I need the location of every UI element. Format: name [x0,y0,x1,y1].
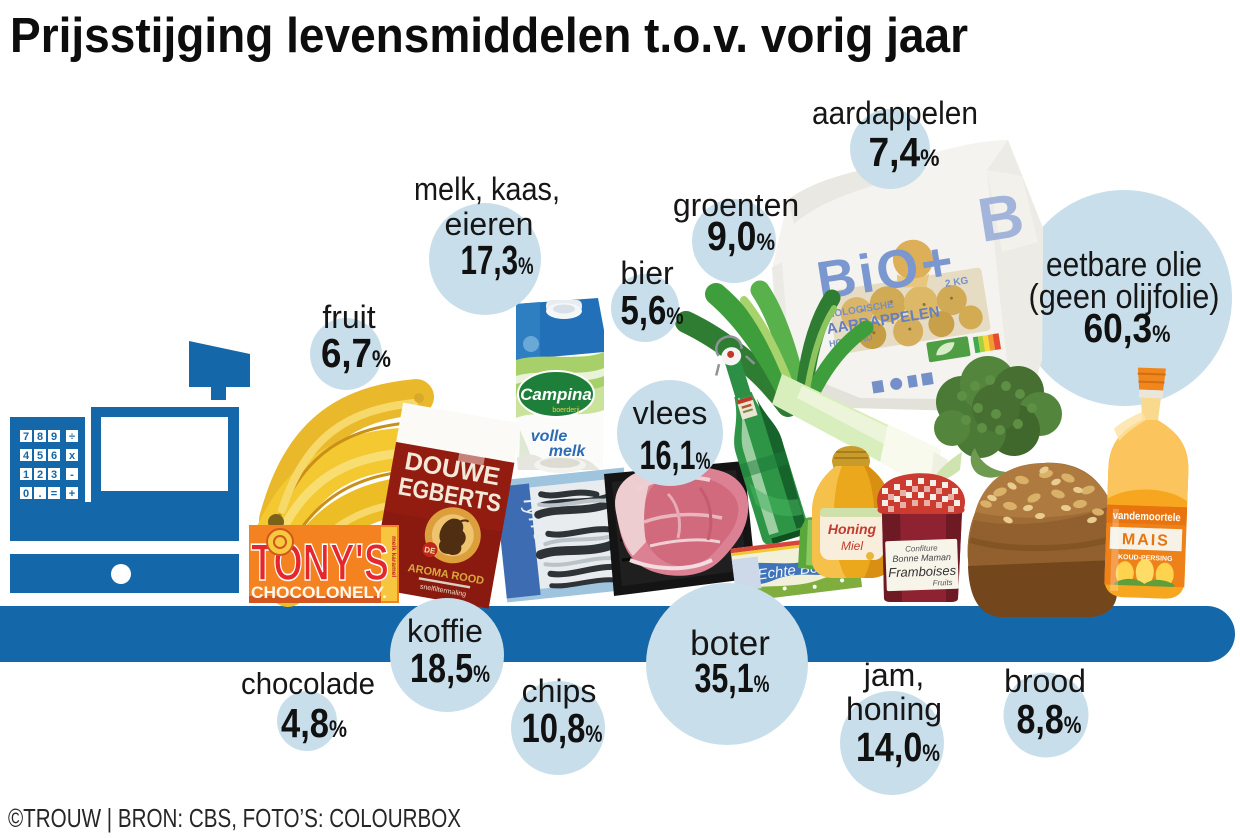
svg-text:Miel: Miel [841,539,863,553]
svg-text:koffie: koffie [407,613,483,649]
svg-text:brood: brood [1004,663,1086,699]
svg-text:7,4%: 7,4% [869,129,940,175]
svg-text:aardappelen: aardappelen [812,95,978,131]
svg-text:8: 8 [37,431,43,443]
svg-text:vlees: vlees [633,395,708,431]
svg-text:4,8%: 4,8% [281,700,347,746]
svg-text:MAIS: MAIS [1122,531,1171,550]
svg-text:CHOCOLONELY.: CHOCOLONELY. [251,583,387,602]
svg-text:5: 5 [37,450,43,462]
svg-text:DE: DE [424,545,437,556]
svg-text:melk karamel: melk karamel [390,536,397,577]
svg-text:eetbare olie: eetbare olie [1046,246,1202,284]
svg-text:(geen olijfolie): (geen olijfolie) [1029,278,1220,316]
svg-text:Campina: Campina [520,385,592,404]
svg-text:vandemoortele: vandemoortele [1113,510,1181,524]
svg-text:©TROUW | BRON: CBS, FOTO’S: CO: ©TROUW | BRON: CBS, FOTO’S: COLOURBOX [8,803,461,833]
svg-text:groenten: groenten [673,187,799,223]
svg-text:1: 1 [23,469,29,481]
svg-text:2: 2 [37,469,43,481]
svg-text:Bonne Maman: Bonne Maman [892,552,951,564]
svg-text:4: 4 [23,450,30,462]
svg-text:melk, kaas,: melk, kaas, [414,171,560,207]
svg-text:3: 3 [51,469,57,481]
svg-text:chips: chips [522,673,597,709]
svg-text:=: = [51,488,57,500]
svg-text:eieren: eieren [445,206,534,242]
svg-text:volle: volle [531,428,568,445]
svg-text:2 KG: 2 KG [944,275,969,290]
svg-text:.: . [38,488,41,500]
svg-text:6,7%: 6,7% [321,330,391,376]
svg-text:Fruits: Fruits [932,578,952,588]
svg-text:7: 7 [23,431,29,443]
svg-text:6: 6 [51,450,57,462]
svg-text:9: 9 [51,431,57,443]
svg-text:Prijsstijging levensmiddelen t: Prijsstijging levensmiddelen t.o.v. vori… [10,9,968,63]
svg-text:+: + [69,488,75,500]
svg-text:-: - [70,469,74,481]
svg-text:Framboises: Framboises [888,563,957,580]
svg-text:Confiture: Confiture [905,543,938,553]
svg-text:0: 0 [23,488,29,500]
svg-text:melk: melk [549,443,587,460]
svg-text:jam,: jam, [863,657,924,693]
svg-text:honing: honing [846,691,942,727]
svg-text:chocolade: chocolade [241,666,375,701]
svg-text:KOUD-PERSING: KOUD-PERSING [1118,554,1173,563]
svg-text:÷: ÷ [69,431,75,443]
svg-text:Honing: Honing [828,521,877,537]
svg-text:B: B [973,181,1028,256]
svg-text:fruit: fruit [322,299,375,335]
svg-text:35,1%: 35,1% [695,655,770,701]
svg-text:boter: boter [690,624,770,663]
svg-text:x: x [69,450,76,462]
svg-text:bier: bier [620,255,674,291]
svg-text:boerderij: boerderij [552,407,580,414]
